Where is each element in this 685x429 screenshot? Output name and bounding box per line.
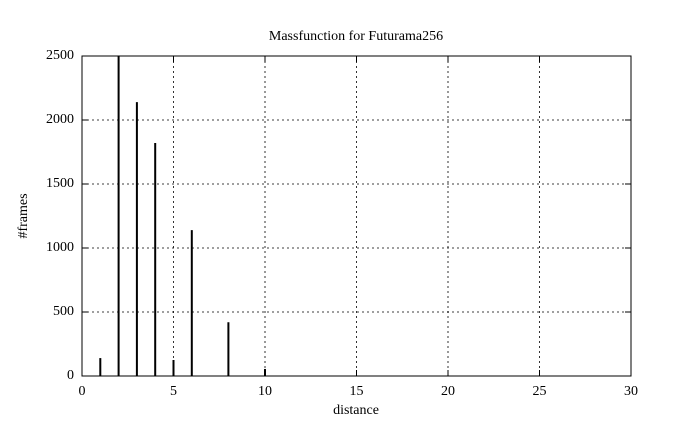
y-tick-label: 2000 [46,112,74,127]
x-tick-label: 5 [170,384,177,399]
y-tick-label: 2500 [46,48,74,63]
x-axis-label: distance [333,403,379,418]
y-tick-label: 0 [67,368,74,383]
x-tick-label: 15 [350,384,364,399]
x-tick-label: 30 [624,384,638,399]
y-tick-label: 1000 [46,240,74,255]
x-tick-label: 0 [79,384,86,399]
x-tick-label: 25 [533,384,547,399]
chart-title: Massfunction for Futurama256 [269,29,443,44]
x-tick-label: 10 [258,384,272,399]
y-tick-label: 500 [53,304,74,319]
y-axis-label: #frames [16,193,31,238]
x-tick-label: 20 [441,384,455,399]
y-tick-label: 1500 [46,176,74,191]
